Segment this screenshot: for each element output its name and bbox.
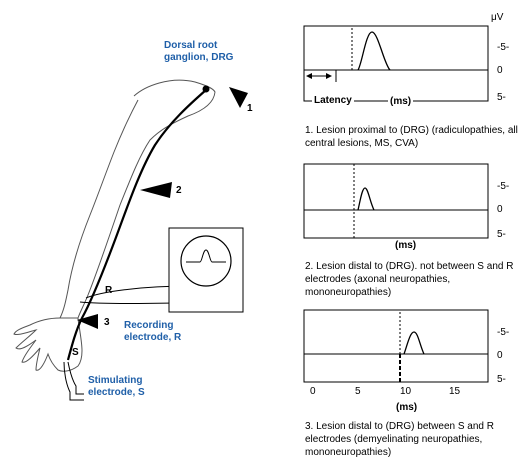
oscilloscope-screen bbox=[180, 235, 232, 287]
recording-label: Recording electrode, R bbox=[124, 320, 182, 343]
drg-ganglion bbox=[202, 85, 210, 93]
panel-3 bbox=[303, 309, 489, 383]
p1-tick-bottom: 5- bbox=[497, 92, 506, 103]
hand-outline bbox=[13, 317, 83, 372]
p3-tick-top: -5- bbox=[497, 327, 510, 338]
x-tick-10: 10 bbox=[400, 386, 412, 397]
lesion-arrow-2 bbox=[140, 182, 172, 198]
drg-label: Dorsal root ganglion, DRG bbox=[164, 40, 234, 63]
x-tick-0: 0 bbox=[310, 386, 316, 397]
unit-label: μV bbox=[491, 12, 504, 23]
stimulating-wire-2 bbox=[63, 361, 84, 401]
site-1-label: 1 bbox=[247, 103, 253, 114]
p2-tick-top: -5- bbox=[497, 181, 510, 192]
stimulating-wire bbox=[67, 361, 84, 395]
arm-inner-outline bbox=[59, 99, 139, 319]
lesion-arrow-3 bbox=[77, 314, 98, 329]
arm-diagram bbox=[13, 79, 248, 401]
p2-ms: (ms) bbox=[395, 240, 417, 251]
r-label: R bbox=[105, 285, 113, 296]
p3-tick-bottom: 5- bbox=[497, 374, 506, 385]
x-tick-15: 15 bbox=[449, 386, 461, 397]
caption-3: 3. Lesion distal to (DRG) between S and … bbox=[305, 421, 494, 458]
site-3-label: 3 bbox=[104, 317, 110, 328]
s-label: S bbox=[72, 347, 79, 358]
p1-tick-zero: 0 bbox=[497, 65, 503, 76]
p2-tick-bottom: 5- bbox=[497, 229, 506, 240]
oscilloscope-trace bbox=[186, 249, 226, 263]
p1-ms: (ms) bbox=[388, 96, 414, 108]
caption-1: 1. Lesion proximal to (DRG) (radiculopat… bbox=[305, 125, 518, 149]
x-tick-5: 5 bbox=[355, 386, 361, 397]
site-2-label: 2 bbox=[176, 185, 182, 196]
caption-2: 2. Lesion distal to (DRG). not between S… bbox=[305, 261, 514, 298]
p3-ms: (ms) bbox=[396, 402, 418, 413]
latency-label: Latency bbox=[312, 95, 354, 107]
stimulating-label: Stimulating electrode, S bbox=[88, 375, 145, 398]
lesion-arrow-1 bbox=[229, 87, 248, 108]
p3-tick-zero: 0 bbox=[497, 350, 503, 361]
arm-outline bbox=[77, 79, 216, 319]
panel-2 bbox=[303, 163, 489, 239]
p2-tick-zero: 0 bbox=[497, 204, 503, 215]
nerve-line bbox=[66, 89, 207, 361]
p1-tick-top: -5- bbox=[497, 42, 510, 53]
